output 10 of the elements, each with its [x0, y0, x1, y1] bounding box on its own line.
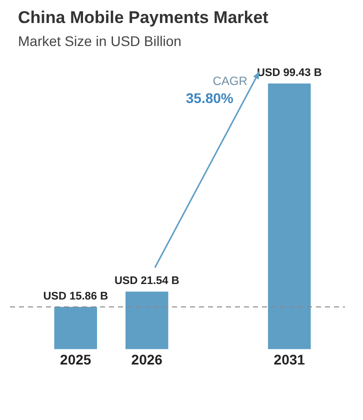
data-label: USD 15.86 B — [43, 290, 108, 302]
annotation: 35.80% — [186, 90, 234, 106]
data-label: USD 99.43 B — [256, 67, 322, 80]
chart-subtitle: Market Size in USD Billion — [18, 33, 182, 49]
data-label: USD 21.54 B — [114, 275, 180, 288]
x-tick-label: 2025 — [60, 351, 92, 368]
chart-title: China Mobile Payments Market — [18, 8, 268, 28]
x-tick-label: 2031 — [274, 351, 306, 368]
annotation: CAGR — [212, 74, 248, 88]
x-tick-label: 2026 — [131, 351, 163, 368]
